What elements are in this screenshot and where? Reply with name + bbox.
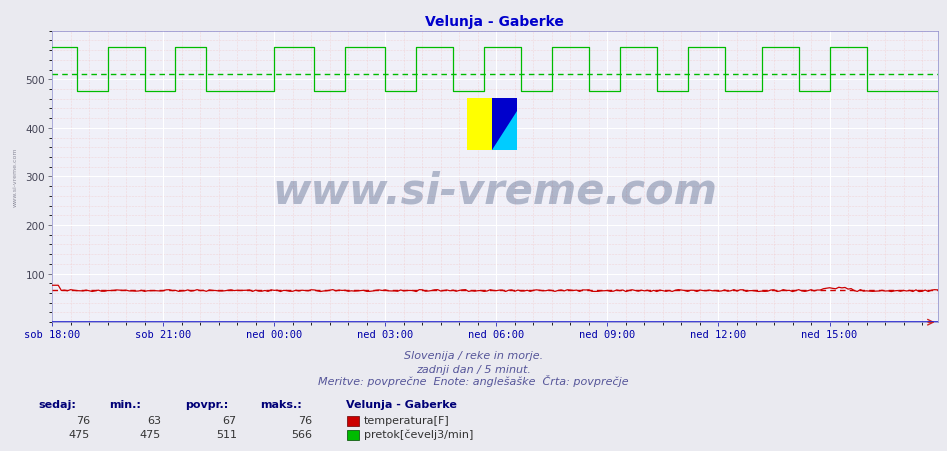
Text: 475: 475 [69,429,90,439]
Text: Velunja - Gaberke: Velunja - Gaberke [346,399,456,409]
Polygon shape [468,98,492,151]
Text: www.si-vreme.com: www.si-vreme.com [273,170,717,212]
Text: temperatura[F]: temperatura[F] [364,415,450,425]
Text: 76: 76 [76,415,90,425]
Text: 67: 67 [223,415,237,425]
Polygon shape [492,111,517,151]
Text: 76: 76 [298,415,313,425]
Text: pretok[čevelj3/min]: pretok[čevelj3/min] [364,429,473,439]
Text: 566: 566 [292,429,313,439]
Text: Meritve: povprečne  Enote: anglešaške  Črta: povprečje: Meritve: povprečne Enote: anglešaške Črt… [318,374,629,386]
Text: povpr.:: povpr.: [185,399,228,409]
Text: Slovenija / reke in morje.: Slovenija / reke in morje. [404,350,543,360]
Title: Velunja - Gaberke: Velunja - Gaberke [425,15,564,29]
Text: 475: 475 [140,429,161,439]
Text: www.si-vreme.com: www.si-vreme.com [12,147,17,207]
Text: zadnji dan / 5 minut.: zadnji dan / 5 minut. [416,364,531,374]
Text: 63: 63 [147,415,161,425]
Text: 511: 511 [216,429,237,439]
Text: min.:: min.: [109,399,141,409]
Polygon shape [492,98,517,151]
Text: sedaj:: sedaj: [38,399,76,409]
Text: maks.:: maks.: [260,399,302,409]
